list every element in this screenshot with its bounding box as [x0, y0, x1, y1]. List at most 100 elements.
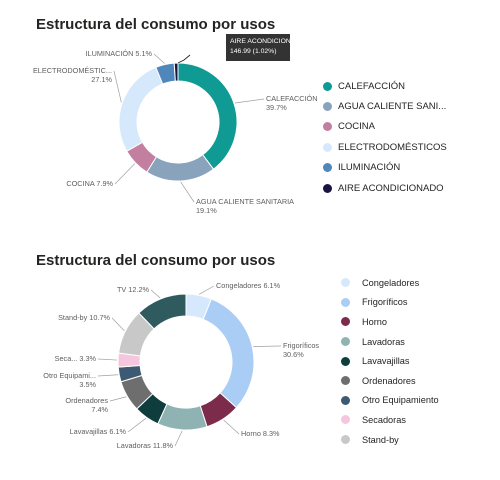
data-label-cocina: COCINA 7.9%	[66, 179, 113, 188]
legend-item-otro-equipamiento[interactable]: Otro Equipamiento	[341, 391, 439, 411]
data-label-value: 27.1%	[91, 75, 112, 84]
data-label-value: 3.5%	[79, 380, 96, 389]
legend-item-ordenadores[interactable]: Ordenadores	[341, 371, 439, 391]
chart-title: Estructura del consumo por usos	[36, 252, 276, 269]
slice-frigorificos[interactable]	[202, 298, 255, 409]
data-label-seca: Seca... 3.3%	[55, 354, 97, 363]
data-label-text: ILUMINACIÓN 5.1%	[86, 49, 153, 58]
data-label-congeladores: Congeladores 6.1%	[216, 281, 281, 290]
legend-label: Horno	[362, 316, 388, 327]
legend-marker	[341, 395, 350, 405]
legend-item-secadoras[interactable]: Secadoras	[341, 410, 439, 430]
data-label-text: ELECTRODOMÉSTIC...	[33, 66, 112, 75]
data-label-text: TV 12.2%	[117, 285, 150, 294]
legend-item-calefaccion[interactable]: CALEFACCIÓN	[323, 76, 447, 96]
legend-marker	[341, 317, 350, 327]
legend-label: Stand-by	[362, 434, 399, 445]
legend-item-cocina[interactable]: COCINA	[323, 117, 447, 137]
data-label-iluminacion: ILUMINACIÓN 5.1%	[86, 49, 153, 58]
leader-line	[153, 53, 165, 64]
tooltip-title: AIRE ACONDICIONADO	[230, 38, 306, 45]
data-label-value: 39.7%	[266, 103, 287, 112]
legend-item-agua-caliente-sani[interactable]: AGUA CALIENTE SANI...	[323, 96, 447, 116]
data-label-value: 7.4%	[91, 405, 108, 414]
leader-line	[150, 289, 161, 299]
leader-line	[234, 98, 265, 104]
legend-item-lavadoras[interactable]: Lavadoras	[341, 332, 439, 352]
data-label-text: CALEFACCIÓN	[266, 94, 318, 103]
leader-line	[180, 181, 195, 203]
data-label-lavadoras: Lavadoras 11.8%	[117, 441, 174, 450]
legend-marker	[341, 435, 350, 445]
legend-marker	[323, 102, 332, 112]
legend-label: Ordenadores	[362, 375, 416, 386]
slice-aire-acondicionado[interactable]	[173, 62, 179, 82]
legend-label: Congeladores	[362, 277, 420, 288]
legend-label: ILUMINACIÓN	[338, 162, 401, 174]
chart-legend: CALEFACCIÓN AGUA CALIENTE SANI... COCINA EL…	[323, 76, 447, 198]
data-label-text: Seca... 3.3%	[55, 354, 97, 363]
leader-line	[97, 358, 118, 361]
legend-item-horno[interactable]: Horno	[341, 312, 439, 332]
data-label-tv: TV 12.2%	[117, 285, 150, 294]
legend-item-stand-by[interactable]: Stand-by	[341, 430, 439, 450]
legend-label: Otro Equipamiento	[362, 395, 439, 406]
data-label-text: Lavadoras 11.8%	[117, 441, 174, 450]
slice-electrodomesticos[interactable]	[118, 66, 164, 152]
legend-marker	[341, 415, 350, 425]
data-label-horno: Horno 8.3%	[241, 429, 280, 438]
leader-line	[114, 163, 136, 185]
legend-marker	[323, 183, 332, 193]
leader-line	[223, 419, 240, 435]
legend-label: CALEFACCIÓN	[338, 80, 406, 92]
legend-label: AIRE ACONDICIONADO	[338, 182, 444, 194]
slice-agua-caliente-sanitaria[interactable]	[146, 154, 215, 182]
data-label-lavavajillas: Lavavajillas 6.1%	[70, 427, 127, 436]
leader-line	[253, 345, 282, 347]
legend-item-electrodomesticos[interactable]: ELECTRODOMÉSTICOS	[323, 137, 447, 157]
legend-item-congeladores[interactable]: Congeladores	[341, 273, 439, 293]
slice-calefaccion[interactable]	[177, 62, 238, 170]
leader-line	[174, 430, 183, 447]
legend-label: Lavadoras	[362, 336, 405, 347]
data-label-text: Horno 8.3%	[241, 429, 280, 438]
legend-marker	[341, 337, 350, 347]
tooltip-value: 146.99 (1.02%)	[230, 48, 277, 55]
chart-title: Estructura del consumo por usos	[36, 16, 276, 33]
legend-marker	[341, 356, 350, 366]
chart-panel-usos: Estructura del consumo por usos CALEFACC…	[0, 0, 500, 235]
data-label-text: AGUA CALIENTE SANITARIA	[196, 197, 294, 206]
data-label-value: 30.6%	[283, 350, 304, 359]
legend-label: Frigoríficos	[362, 297, 408, 308]
legend-label: AGUA CALIENTE SANI...	[338, 101, 447, 113]
legend-marker	[341, 278, 350, 288]
data-label-text: Ordenadores	[65, 396, 108, 405]
legend-marker	[323, 81, 332, 91]
data-label-text: Stand-by 10.7%	[58, 313, 110, 322]
legend-item-frigorificos[interactable]: Frigoríficos	[341, 293, 439, 313]
legend-marker	[341, 376, 350, 386]
tooltip-pointer	[177, 54, 191, 64]
legend-label: ELECTRODOMÉSTICOS	[338, 141, 447, 153]
data-label-text: Otro Equipami...	[43, 371, 96, 380]
leader-line	[127, 417, 147, 433]
data-label-otro-equipami: Otro Equipami...3.5%	[43, 371, 96, 389]
legend-item-aire-acondicionado[interactable]: AIRE ACONDICIONADO	[323, 178, 447, 198]
legend-label: COCINA	[338, 121, 375, 133]
legend-marker	[323, 142, 332, 152]
leader-line	[109, 396, 127, 402]
chart-panel-equipos: Estructura del consumo por usos Congelad…	[0, 245, 500, 480]
legend-item-iluminacion[interactable]: ILUMINACIÓN	[323, 158, 447, 178]
leader-line	[198, 285, 215, 295]
data-label-electrodomestic: ELECTRODOMÉSTIC...27.1%	[33, 66, 113, 84]
legend-marker	[323, 163, 332, 173]
legend-label: Lavavajillas	[362, 356, 410, 367]
tooltip: AIRE ACONDICIONADO 146.99 (1.02%)	[226, 34, 306, 61]
slice-tv[interactable]	[138, 293, 187, 330]
legend-item-lavavajillas[interactable]: Lavavajillas	[341, 351, 439, 371]
chart-legend: Congeladores Frigoríficos Horno Lavadoras La…	[341, 273, 439, 449]
